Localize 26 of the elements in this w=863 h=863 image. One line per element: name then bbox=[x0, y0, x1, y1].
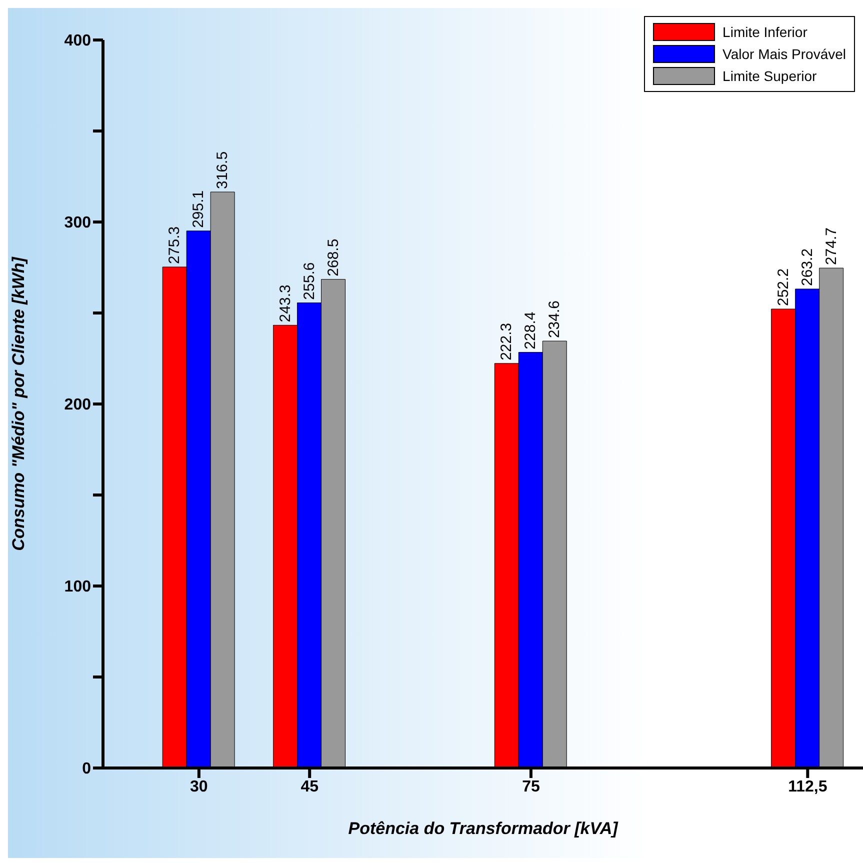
x-tick-label: 30 bbox=[190, 778, 208, 796]
data-label: 274.7 bbox=[822, 228, 840, 266]
y-tick-label: 100 bbox=[64, 578, 92, 596]
data-label: 316.5 bbox=[214, 151, 232, 189]
x-tick-label: 112,5 bbox=[788, 778, 828, 796]
y-tick-label: 300 bbox=[64, 214, 92, 232]
data-label: 222.3 bbox=[498, 322, 516, 360]
y-tick-label: 200 bbox=[64, 396, 92, 414]
legend-label: Limite Inferior bbox=[722, 24, 808, 40]
x-tick-label: 75 bbox=[522, 778, 540, 796]
data-label: 252.2 bbox=[774, 268, 792, 306]
data-label: 255.6 bbox=[300, 262, 318, 300]
data-label: 228.4 bbox=[522, 312, 540, 350]
y-tick-label: 400 bbox=[64, 32, 92, 50]
data-label: 275.3 bbox=[166, 226, 184, 264]
y-axis-title: Consumo "Médio" por Cliente [kWh] bbox=[9, 256, 28, 551]
x-axis-title: Potência do Transformador [kVA] bbox=[348, 819, 620, 838]
x-tick-label: 45 bbox=[300, 778, 319, 796]
data-label: 295.1 bbox=[190, 190, 208, 228]
legend-label: Limite Superior bbox=[722, 68, 817, 84]
data-label: 243.3 bbox=[276, 284, 294, 322]
legend-label: Valor Mais Provável bbox=[722, 46, 846, 62]
data-label: 234.6 bbox=[546, 300, 564, 338]
y-tick-label: 0 bbox=[82, 760, 92, 778]
data-label: 268.5 bbox=[324, 238, 342, 276]
data-label: 263.2 bbox=[798, 248, 816, 286]
